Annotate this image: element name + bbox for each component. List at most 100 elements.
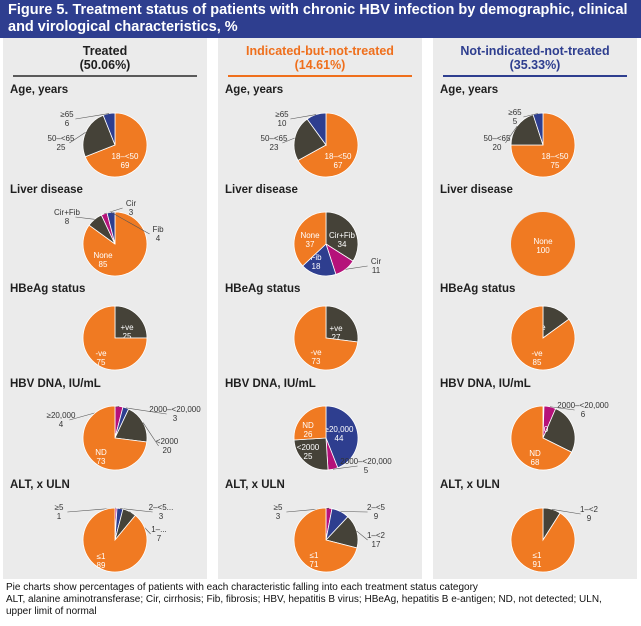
slice-value: 100 (536, 246, 550, 255)
leader-line (332, 465, 358, 470)
slice-value: 23 (270, 143, 279, 152)
footnote-line-1: Pie charts show percentages of patients … (6, 582, 478, 593)
section-label-liver: Liver disease (10, 184, 83, 196)
section-label-age: Age, years (440, 84, 499, 96)
slice-label: ≤1 (97, 552, 106, 561)
slice-label: None (93, 251, 113, 260)
slice-value: 3 (129, 208, 134, 217)
slice-label: 2–<5 (367, 503, 386, 512)
figure-title: Figure 5. Treatment status of patients w… (0, 0, 641, 38)
slice-label: 1–<2 (367, 531, 386, 540)
pie-charts-treated: 18–<506950–<6525≥656None85Cir+Fib8Cir3Fi… (47, 110, 201, 573)
section-label-alt: ALT, x ULN (10, 479, 70, 491)
slice-value: 34 (338, 240, 347, 249)
slice-label: ≥65 (60, 110, 74, 119)
column-rule (13, 75, 197, 77)
section-label-alt: ALT, x ULN (225, 479, 285, 491)
pie-slice (293, 405, 327, 441)
leader-line (142, 422, 159, 447)
leader-line (75, 216, 95, 220)
slice-value: 9 (374, 512, 379, 521)
column-title: Indicated-but-not-treated (246, 44, 394, 58)
slice-value: 25 (57, 143, 66, 152)
slice-value: 20 (163, 446, 172, 455)
footnote-line-3: upper limit of normal (6, 606, 97, 617)
panel-indicated-not-treated: Indicated-but-not-treated (14.61%) Age, … (218, 38, 422, 579)
slice-label: ≥5 (55, 503, 64, 512)
leader-line (356, 530, 368, 541)
slice-label: 2–<5... (149, 503, 174, 512)
pie-slice (510, 405, 573, 471)
slice-value: 44 (335, 434, 344, 443)
slice-label: 18–<50 (542, 152, 569, 161)
leader-line (125, 407, 167, 415)
slice-value: 8 (65, 217, 70, 226)
slice-value: 75 (97, 358, 106, 367)
slice-label: <2000 (156, 437, 179, 446)
slice-label: Fib (310, 253, 322, 262)
pie-alt-x-uln: 1–<29 ≤191 (510, 505, 599, 573)
leader-line (549, 406, 575, 411)
slice-label: Cir+Fib (54, 208, 81, 217)
slice-label: 2000–<20,000 (340, 457, 392, 466)
leader-line (119, 508, 153, 513)
slice-label: None (300, 231, 320, 240)
pie-slice (114, 305, 148, 339)
slice-label: -ve (531, 349, 543, 358)
panel-treated: Treated (50.06%) Age, years Liver diseas… (3, 38, 207, 579)
slice-label: Fib (152, 225, 164, 234)
leader-line (69, 132, 86, 144)
column-rule (443, 75, 627, 77)
pie-alt-x-uln: ≥51 2–<5...3 1–...7 ≤189 (55, 503, 174, 573)
leader-line (345, 265, 368, 270)
slice-value: 4 (59, 420, 64, 429)
slice-label: 18–<50 (112, 152, 139, 161)
column-heading-treated: Treated (50.06%) (3, 44, 207, 72)
pie-slice (293, 118, 327, 161)
slice-value: 17 (372, 540, 381, 549)
slice-label: ≥20,000 (47, 411, 76, 420)
section-label-hbeag: HBeAg status (225, 283, 301, 295)
pie-slice (114, 408, 148, 443)
slice-value: 89 (97, 561, 106, 570)
section-label-liver: Liver disease (225, 184, 298, 196)
slice-value: 11 (372, 266, 381, 275)
pie-slice (297, 112, 359, 178)
slice-label: 50–<65 (484, 134, 511, 143)
section-label-liver: Liver disease (440, 184, 513, 196)
slice-value: 5 (513, 117, 518, 126)
column-percentage: (50.06%) (79, 58, 131, 72)
slice-value: 6 (65, 119, 70, 128)
slice-value: 91 (533, 560, 542, 569)
slice-label: ≥65 (275, 110, 289, 119)
pie-slice (106, 211, 116, 245)
column-heading-indicated: Indicated-but-not-treated (14.61%) (218, 44, 422, 72)
slice-label: None (533, 237, 553, 246)
slice-value: 18 (312, 262, 321, 271)
leader-line (110, 211, 150, 235)
slice-value: 85 (533, 358, 542, 367)
slice-label: ≤1 (310, 551, 319, 560)
section-label-hbeag: HBeAg status (440, 283, 516, 295)
slice-value: 9 (587, 514, 592, 523)
slice-label: 50–<65 (48, 134, 75, 143)
slice-value: 5 (364, 466, 369, 475)
slice-value: 68 (531, 458, 540, 467)
slice-label: ND (529, 449, 541, 458)
slice-value: 71 (310, 560, 319, 569)
slice-label: -ve (95, 349, 107, 358)
column-rule (228, 75, 412, 77)
footnote: Pie charts show percentages of patients … (6, 582, 636, 618)
slice-label: 50–<65 (261, 134, 288, 143)
pie-slice (510, 305, 576, 371)
pie-slice (325, 405, 359, 469)
slice-label: 1–<2 (580, 505, 599, 514)
slice-label: 2000–<20,000 (557, 401, 609, 410)
